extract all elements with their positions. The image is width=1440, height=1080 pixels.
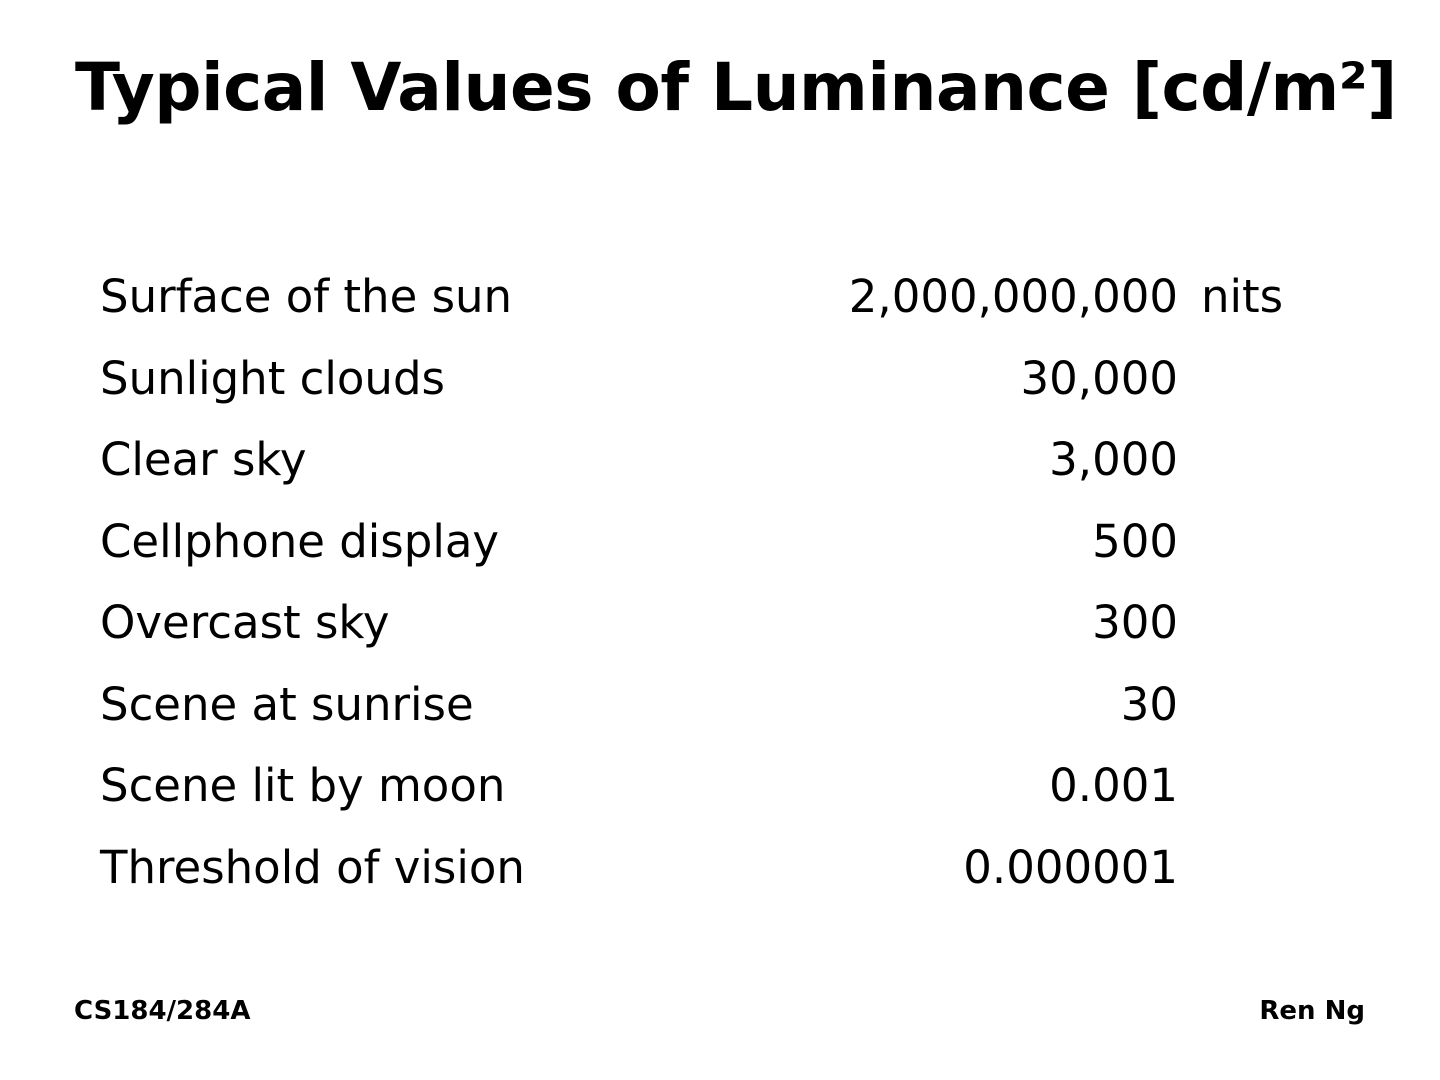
row-label: Clear sky [100,433,307,486]
row-label: Scene lit by moon [100,759,506,812]
table-row: Threshold of vision 0.000001 [100,833,1340,915]
row-value: 0.001 [1049,759,1178,812]
row-value: 300 [1092,596,1178,649]
row-value: 3,000 [1049,433,1178,486]
row-value: 0.000001 [963,840,1178,894]
table-row: Surface of the sun 2,000,000,000 nits [100,262,1340,344]
table-row: Scene lit by moon 0.001 [100,751,1340,833]
row-value: 500 [1092,514,1178,568]
row-value: 2,000,000,000 [848,270,1178,323]
row-label: Surface of the sun [100,270,513,323]
table-row: Scene at sunrise 30 [100,670,1340,752]
row-label: Cellphone display [100,514,500,568]
row-label: Sunlight clouds [100,351,445,405]
table-row: Cellphone display 500 [100,507,1340,589]
row-value: 30,000 [1020,351,1178,405]
author-label: Ren Ng [1259,996,1365,1026]
table-row: Sunlight clouds 30,000 [100,344,1340,426]
luminance-table: Surface of the sun 2,000,000,000 nits Su… [100,262,1340,914]
row-label: Scene at sunrise [100,677,474,731]
table-row: Clear sky 3,000 [100,425,1340,507]
row-label: Threshold of vision [100,840,525,894]
table-row: Overcast sky 300 [100,588,1340,670]
row-value: 30 [1120,677,1178,731]
row-label: Overcast sky [100,596,390,649]
course-label: CS184/284A [74,996,251,1026]
unit-label: nits [1201,270,1284,323]
slide-title: Typical Values of Luminance [cd/m²] [75,49,1397,126]
